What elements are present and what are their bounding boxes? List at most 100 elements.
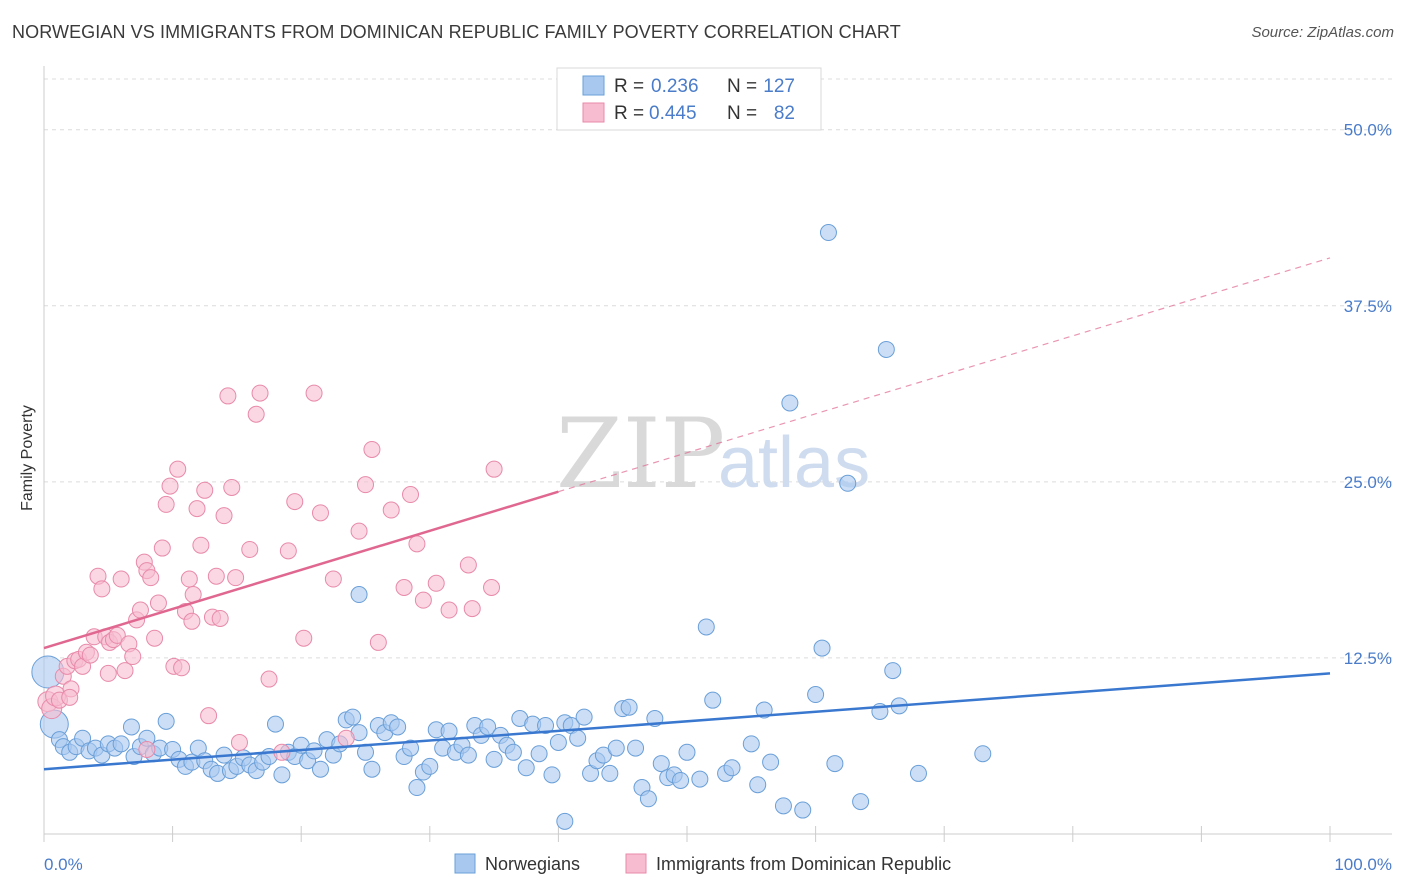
chart-source: Source: ZipAtlas.com <box>1251 24 1394 41</box>
data-point <box>794 801 812 819</box>
data-point <box>149 594 167 612</box>
data-point <box>61 688 79 706</box>
data-point <box>813 639 831 657</box>
data-point <box>324 570 342 588</box>
data-point <box>138 740 156 758</box>
data-point <box>305 384 323 402</box>
data-point <box>183 612 201 630</box>
y-tick-label: 37.5% <box>1344 297 1392 316</box>
data-point <box>211 609 229 627</box>
gridlines <box>44 78 1392 659</box>
data-point <box>504 743 522 761</box>
data-point <box>344 708 362 726</box>
data-point <box>180 570 198 588</box>
data-point <box>81 646 99 664</box>
data-point <box>652 755 670 773</box>
series-dominican <box>37 384 503 761</box>
data-point <box>337 729 355 747</box>
data-point <box>305 742 323 760</box>
data-point <box>537 717 555 735</box>
data-point <box>607 739 625 757</box>
bottom-legend-label-norwegians: Norwegians <box>485 854 580 874</box>
data-point <box>569 729 587 747</box>
data-point <box>169 460 187 478</box>
data-point <box>575 708 593 726</box>
data-point <box>691 770 709 788</box>
data-point <box>251 384 269 402</box>
legend-swatch-dominican <box>582 102 605 123</box>
data-point <box>704 691 722 709</box>
data-point <box>549 733 567 751</box>
legend-n-label-1: N = <box>727 103 757 124</box>
data-point <box>427 574 445 592</box>
data-point <box>369 633 387 651</box>
bottom-legend-label-dominican: Immigrants from Dominican Republic <box>656 854 951 874</box>
data-point <box>627 739 645 757</box>
data-point <box>774 797 792 815</box>
data-point <box>672 771 690 789</box>
data-point <box>826 755 844 773</box>
data-point <box>142 569 160 587</box>
data-point <box>266 715 284 733</box>
data-point <box>200 707 218 725</box>
data-point <box>116 662 134 680</box>
series-norwegians <box>31 224 992 830</box>
bottom-legend: Norwegians Immigrants from Dominican Rep… <box>454 853 951 874</box>
data-point <box>196 481 214 499</box>
data-point <box>459 556 477 574</box>
legend-n-value-0: 127 <box>763 76 795 97</box>
data-point <box>483 578 501 596</box>
data-point <box>742 735 760 753</box>
data-point <box>146 629 164 647</box>
data-point <box>697 618 715 636</box>
data-point <box>223 478 241 496</box>
data-point <box>157 712 175 730</box>
data-point <box>414 591 432 609</box>
data-point <box>207 567 225 585</box>
x-tick-label-max: 100.0% <box>1334 855 1392 874</box>
data-point <box>230 733 248 751</box>
data-point <box>408 779 426 797</box>
data-point <box>108 626 126 644</box>
data-point <box>153 539 171 557</box>
x-tick-label-min: 0.0% <box>44 855 83 874</box>
trend-line-dominican-extension <box>558 257 1331 493</box>
data-points <box>31 224 992 830</box>
data-point <box>877 340 895 358</box>
data-point <box>286 493 304 511</box>
chart-title: NORWEGIAN VS IMMIGRANTS FROM DOMINICAN R… <box>12 22 901 42</box>
data-point <box>459 746 477 764</box>
data-point <box>363 760 381 778</box>
data-point <box>639 790 657 808</box>
data-point <box>749 776 767 794</box>
data-point <box>122 718 140 736</box>
data-point <box>819 224 837 242</box>
data-point <box>350 586 368 604</box>
data-point <box>852 793 870 811</box>
data-point <box>112 570 130 588</box>
data-point <box>192 536 210 554</box>
watermark-zip: ZIP <box>556 398 725 510</box>
data-point <box>723 759 741 777</box>
data-point <box>273 766 291 784</box>
x-tick-labels: 0.0% 100.0% <box>44 855 1392 874</box>
data-point <box>839 474 857 492</box>
data-point <box>389 718 407 736</box>
data-point <box>93 580 111 598</box>
data-point <box>279 542 297 560</box>
legend: R = 0.236 N = 127 R = 0.445 N = 82 <box>556 67 822 131</box>
data-point <box>161 477 179 495</box>
data-point <box>402 486 420 504</box>
data-point <box>227 569 245 587</box>
data-point <box>363 440 381 458</box>
data-point <box>408 535 426 553</box>
data-point <box>131 601 149 619</box>
legend-r-value-1: 0.445 <box>649 103 697 124</box>
data-point <box>188 500 206 518</box>
data-point <box>173 659 191 677</box>
data-point <box>762 753 780 771</box>
data-point <box>157 495 175 513</box>
data-point <box>678 743 696 761</box>
data-point <box>311 504 329 522</box>
